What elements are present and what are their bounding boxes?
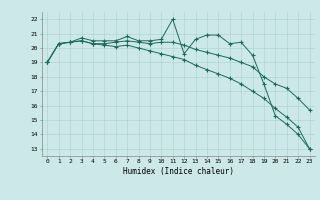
X-axis label: Humidex (Indice chaleur): Humidex (Indice chaleur) xyxy=(123,167,234,176)
